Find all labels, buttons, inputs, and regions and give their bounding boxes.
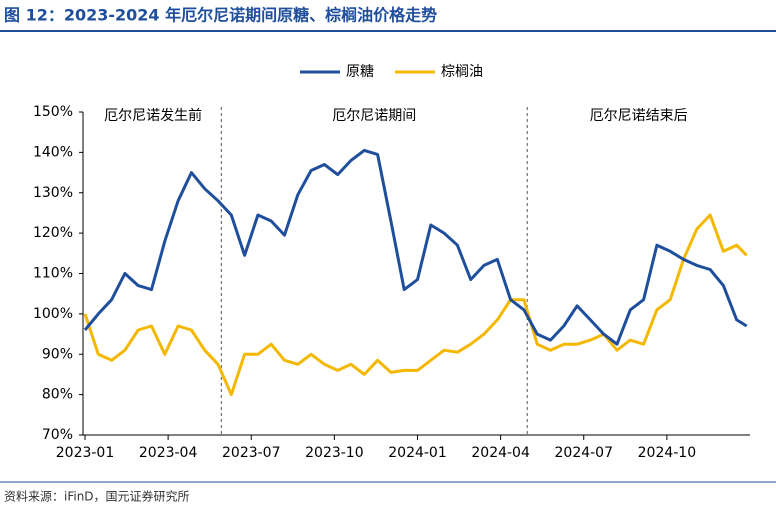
annotation: 厄尔尼诺期间 [332, 108, 416, 124]
series-line [83, 213, 748, 397]
x-tick-label: 2023-04 [139, 445, 198, 461]
x-tick-label: 2024-01 [388, 445, 447, 461]
y-tick-label: 150% [33, 104, 73, 120]
x-tick-label: 2023-07 [222, 445, 281, 461]
x-tick-label: 2024-10 [638, 445, 697, 461]
y-tick-label: 130% [33, 185, 73, 201]
x-tick-label: 2024-07 [555, 445, 614, 461]
y-tick-label: 110% [33, 266, 73, 282]
chart-title: 图 12：2023-2024 年厄尔尼诺期间原糖、棕榈油价格走势 [4, 6, 437, 25]
x-tick-label: 2024-04 [471, 445, 530, 461]
y-tick-label: 100% [33, 306, 73, 322]
y-tick-label: 70% [42, 427, 73, 443]
y-tick-label: 140% [33, 144, 73, 160]
series-line [83, 148, 748, 346]
y-tick-label: 90% [42, 346, 73, 362]
legend-label: 原糖 [346, 64, 374, 80]
y-tick-label: 120% [33, 225, 73, 241]
source: 资料来源：iFinD，国元证券研究所 [4, 489, 190, 504]
annotation: 厄尔尼诺结束后 [590, 108, 688, 124]
x-tick-label: 2023-10 [305, 445, 364, 461]
x-tick-label: 2023-01 [56, 445, 115, 461]
y-tick-label: 80% [42, 387, 73, 403]
legend-label: 棕榈油 [441, 64, 483, 80]
annotation: 厄尔尼诺发生前 [104, 107, 202, 124]
